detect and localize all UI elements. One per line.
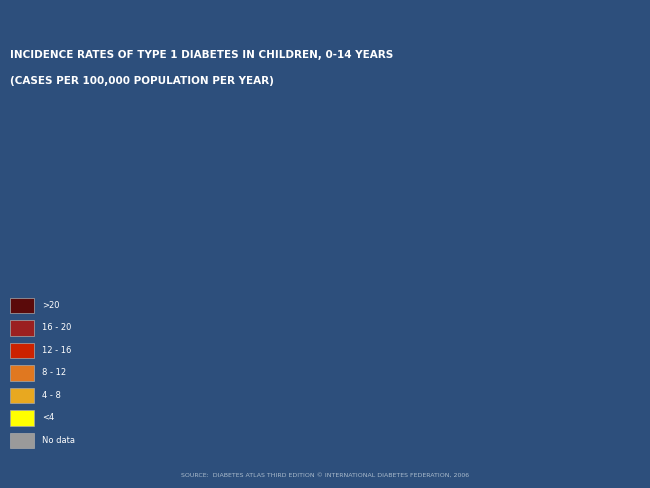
FancyBboxPatch shape [10, 343, 34, 358]
Text: >20: >20 [42, 301, 60, 310]
Text: 8 - 12: 8 - 12 [42, 368, 66, 377]
FancyBboxPatch shape [10, 298, 34, 313]
Text: 4 - 8: 4 - 8 [42, 391, 61, 400]
Text: INCIDENCE RATES OF TYPE 1 DIABETES IN CHILDREN, 0-14 YEARS: INCIDENCE RATES OF TYPE 1 DIABETES IN CH… [10, 50, 393, 60]
FancyBboxPatch shape [10, 410, 34, 426]
Text: 12 - 16: 12 - 16 [42, 346, 72, 355]
Text: No data: No data [42, 436, 75, 445]
FancyBboxPatch shape [10, 433, 34, 448]
Text: <4: <4 [42, 413, 55, 423]
FancyBboxPatch shape [10, 366, 34, 381]
Text: 16 - 20: 16 - 20 [42, 324, 72, 332]
Text: SOURCE:  DIABETES ATLAS THIRD EDITION © INTERNATIONAL DIABETES FEDERATION, 2006: SOURCE: DIABETES ATLAS THIRD EDITION © I… [181, 473, 469, 478]
Text: (CASES PER 100,000 POPULATION PER YEAR): (CASES PER 100,000 POPULATION PER YEAR) [10, 76, 274, 86]
FancyBboxPatch shape [10, 320, 34, 336]
FancyBboxPatch shape [10, 388, 34, 403]
